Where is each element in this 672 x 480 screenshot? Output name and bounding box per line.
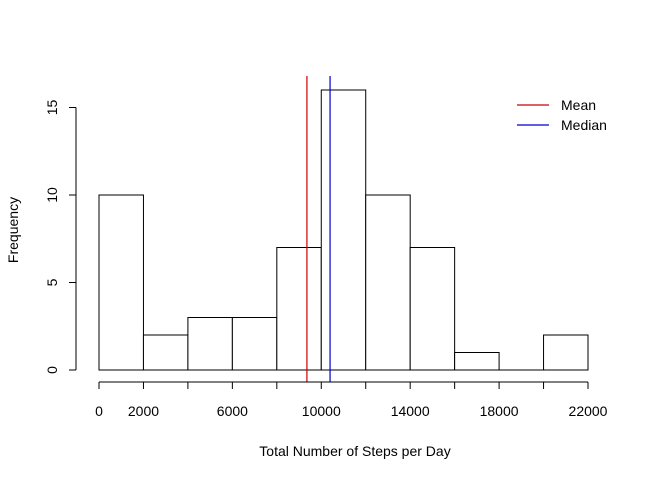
x-tick-label: 22000 (569, 403, 608, 419)
histogram-bar (409, 247, 456, 371)
histogram-bar (276, 247, 322, 371)
histogram-bar (187, 317, 233, 371)
x-axis-label: Total Number of Steps per Day (259, 443, 450, 459)
x-tick-label: 6000 (217, 403, 248, 419)
x-tick-label: 18000 (480, 403, 519, 419)
x-tick-label: 0 (95, 403, 103, 419)
histogram-bar (543, 334, 589, 371)
y-tick-label: 5 (44, 278, 60, 286)
histogram-bar (142, 334, 189, 371)
legend: Mean Median (517, 97, 607, 133)
y-axis-label: Frequency (5, 197, 21, 263)
histogram-bars (98, 89, 589, 371)
x-tick-label: 14000 (391, 403, 430, 419)
y-axis: 0 5 10 15 (44, 100, 77, 374)
y-tick-label: 10 (44, 187, 60, 203)
x-tick-label: 2000 (128, 403, 159, 419)
histogram-bar (365, 194, 411, 371)
histogram-bar (231, 317, 278, 371)
histogram-bar (98, 194, 144, 371)
y-tick-label: 15 (44, 100, 60, 116)
legend-label-median: Median (561, 117, 607, 133)
reference-lines (306, 76, 331, 382)
legend-label-mean: Mean (561, 97, 596, 113)
x-axis: 0 2000 6000 10000 14000 18000 22000 (95, 381, 608, 419)
y-tick-label: 0 (44, 366, 60, 374)
x-tick-label: 10000 (302, 403, 341, 419)
histogram-bar (454, 352, 500, 371)
histogram-bar (320, 89, 367, 371)
